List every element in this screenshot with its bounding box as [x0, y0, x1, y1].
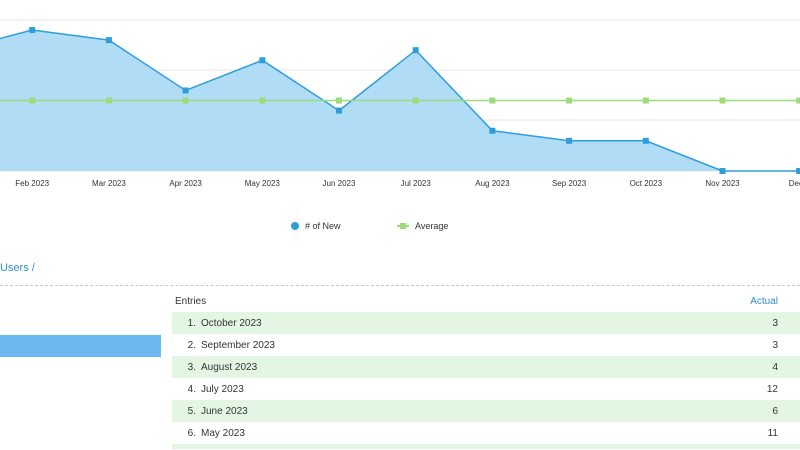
table-row[interactable]: 3. August 2023 4	[172, 356, 800, 378]
data-point-new[interactable]	[29, 27, 36, 34]
legend-new-icon	[291, 222, 299, 230]
table-row[interactable]: 6. May 2023 11	[172, 422, 800, 444]
breadcrumb[interactable]: Users /	[0, 262, 35, 274]
row-number: 4.	[187, 383, 196, 395]
data-point-average[interactable]	[182, 97, 189, 104]
row-number: 3.	[187, 361, 196, 373]
row-value: 3	[772, 317, 778, 329]
x-tick-label: Oct 2023	[630, 179, 663, 188]
x-tick-label: Apr 2023	[169, 179, 202, 188]
row-value: 12	[766, 383, 778, 395]
data-point-new[interactable]	[412, 47, 419, 54]
legend-item-average[interactable]: Average	[397, 221, 448, 231]
row-month: August 2023	[201, 361, 258, 373]
data-point-average[interactable]	[642, 97, 649, 104]
x-tick-label: May 2023	[245, 179, 281, 188]
area-chart: Feb 2023 Mar 2023 Apr 2023 May 2023 Jun 2023…	[0, 19, 800, 188]
data-point-new[interactable]	[489, 127, 496, 134]
table-row[interactable]: 5. June 2023 6	[172, 400, 800, 422]
table-header: Entries Actual	[172, 290, 800, 312]
data-point-new[interactable]	[719, 168, 726, 174]
data-point-average[interactable]	[796, 97, 800, 104]
data-point-average[interactable]	[719, 97, 726, 104]
x-tick-label: Jul 2023	[401, 179, 432, 188]
data-point-new[interactable]	[105, 37, 112, 44]
row-number: 2.	[187, 339, 196, 351]
data-point-average[interactable]	[105, 97, 112, 104]
row-value: 11	[767, 427, 778, 439]
sidebar-selected-item[interactable]	[0, 335, 161, 357]
row-month: May 2023	[201, 427, 245, 439]
row-number: 1.	[187, 317, 196, 329]
data-point-new[interactable]	[336, 107, 342, 114]
data-point-new[interactable]	[259, 57, 266, 64]
row-number: 6.	[187, 427, 196, 439]
table-row[interactable]: 2. September 2023 3	[172, 334, 800, 356]
data-point-new[interactable]	[796, 168, 800, 174]
section-divider	[0, 285, 800, 286]
x-tick-label: Mar 2023	[92, 179, 126, 188]
legend-item-new[interactable]: # of New	[291, 221, 341, 231]
table-row[interactable]: 4. July 2023 12	[172, 378, 800, 400]
header-actual[interactable]: Actual	[750, 295, 778, 307]
row-month: June 2023	[201, 405, 248, 417]
legend-average-icon	[397, 223, 409, 229]
data-point-new[interactable]	[642, 137, 649, 144]
x-tick-label: Jun 2023	[323, 179, 356, 188]
data-point-average[interactable]	[259, 97, 266, 104]
row-month: October 2023	[201, 317, 262, 329]
x-tick-label: Aug 2023	[475, 179, 510, 188]
header-entries: Entries	[175, 295, 207, 307]
x-tick-label: Sep 2023	[552, 179, 587, 188]
table-row[interactable]: 1. October 2023 3	[172, 312, 800, 334]
data-point-average[interactable]	[566, 97, 573, 104]
series-new-line	[0, 29, 800, 172]
data-point-average[interactable]	[29, 97, 36, 104]
row-month: September 2023	[201, 339, 275, 351]
row-month: July 2023	[201, 383, 244, 395]
table-row-partial	[172, 444, 800, 449]
row-value: 4	[772, 361, 778, 373]
data-point-average[interactable]	[412, 97, 419, 104]
legend-average-label: Average	[415, 221, 449, 231]
legend-new-label: # of New	[305, 221, 341, 231]
data-point-average[interactable]	[336, 97, 342, 104]
entries-table: Entries Actual 1. October 2023 3 2. Septembe…	[172, 290, 800, 449]
data-point-new[interactable]	[182, 87, 189, 94]
x-tick-label: Feb 2023	[15, 179, 49, 188]
chart-legend: # of New Average	[0, 221, 800, 235]
x-tick-label: Nov 2023	[705, 179, 740, 188]
row-value: 3	[772, 339, 778, 351]
row-number: 5.	[187, 405, 196, 417]
row-value: 6	[772, 405, 778, 417]
data-point-average[interactable]	[489, 97, 496, 104]
x-tick-label: Dec 2	[789, 179, 800, 188]
data-point-new[interactable]	[566, 137, 573, 144]
